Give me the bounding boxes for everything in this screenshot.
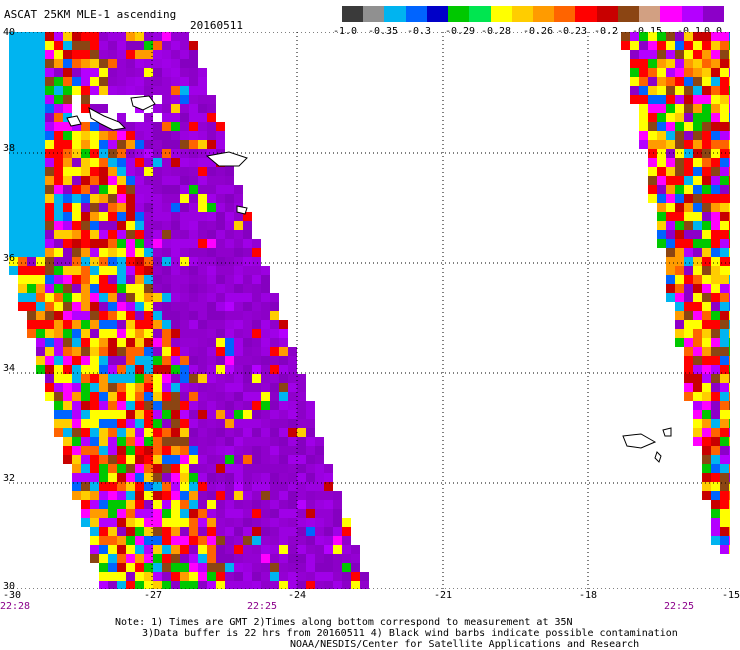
swath-right bbox=[621, 32, 730, 554]
map-title: ASCAT 25KM MLE-1 ascending bbox=[4, 8, 177, 21]
colorbar-swatch bbox=[681, 6, 703, 22]
lat-label-32: 32 bbox=[3, 473, 16, 484]
lat-label-36: 36 bbox=[3, 253, 16, 264]
lon-label-27: -27 bbox=[143, 590, 163, 601]
colorbar-swatch bbox=[702, 6, 724, 22]
lon-label-24: -24 bbox=[287, 590, 307, 601]
time-label-left: 22:28 bbox=[0, 601, 31, 612]
lon-label-15: -15 bbox=[721, 590, 740, 601]
colorbar-swatch bbox=[511, 6, 533, 22]
colorbar-tick-label: -0.35 bbox=[367, 26, 399, 37]
colorbar-tick-label: -0.23 bbox=[556, 26, 588, 37]
note-line-3: NOAA/NESDIS/Center for Satellite Applica… bbox=[290, 639, 640, 650]
colorbar-swatch bbox=[342, 6, 364, 22]
colorbar-swatch bbox=[490, 6, 512, 22]
gridlines bbox=[9, 32, 730, 589]
colorbar-swatch bbox=[617, 6, 640, 22]
colorbar-tick-label: -0.29 bbox=[444, 26, 476, 37]
colorbar-swatch bbox=[384, 6, 406, 22]
colorbar-tick-label: -0.3 bbox=[406, 26, 432, 37]
map-date: 20160511 bbox=[190, 19, 243, 32]
map-canvas bbox=[9, 32, 730, 589]
colorbar bbox=[342, 6, 724, 22]
time-label-right: 22:25 bbox=[663, 601, 695, 612]
colorbar-tick-label: -0.15 bbox=[631, 26, 663, 37]
note-line-2: 3)Data buffer is 22 hrs from 20160511 4)… bbox=[142, 628, 678, 639]
lon-label-21: -21 bbox=[433, 590, 453, 601]
island-outlines bbox=[66, 95, 672, 463]
note-line-1: Note: 1) Times are GMT 2)Times along bot… bbox=[115, 617, 573, 628]
lat-label-40: 40 bbox=[3, 27, 16, 38]
lat-label-30: 30 bbox=[3, 581, 16, 592]
lat-label-38: 38 bbox=[3, 143, 16, 154]
colorbar-swatch bbox=[575, 6, 597, 22]
colorbar-swatch bbox=[554, 6, 576, 22]
map-plot bbox=[9, 32, 730, 589]
lon-label-18: -18 bbox=[578, 590, 598, 601]
colorbar-swatch bbox=[532, 6, 555, 22]
lat-label-34: 34 bbox=[3, 363, 16, 374]
lon-label-30: -30 bbox=[2, 590, 22, 601]
colorbar-swatch bbox=[639, 6, 661, 22]
colorbar-swatch bbox=[405, 6, 427, 22]
colorbar-swatch bbox=[448, 6, 470, 22]
colorbar-swatch bbox=[363, 6, 385, 22]
time-label-middle: 22:25 bbox=[246, 601, 278, 612]
swath-left bbox=[9, 32, 369, 589]
colorbar-tick-label: -0.28 bbox=[480, 26, 512, 37]
colorbar-swatch bbox=[660, 6, 682, 22]
colorbar-swatch bbox=[596, 6, 618, 22]
colorbar-swatch bbox=[469, 6, 491, 22]
colorbar-swatch bbox=[426, 6, 449, 22]
